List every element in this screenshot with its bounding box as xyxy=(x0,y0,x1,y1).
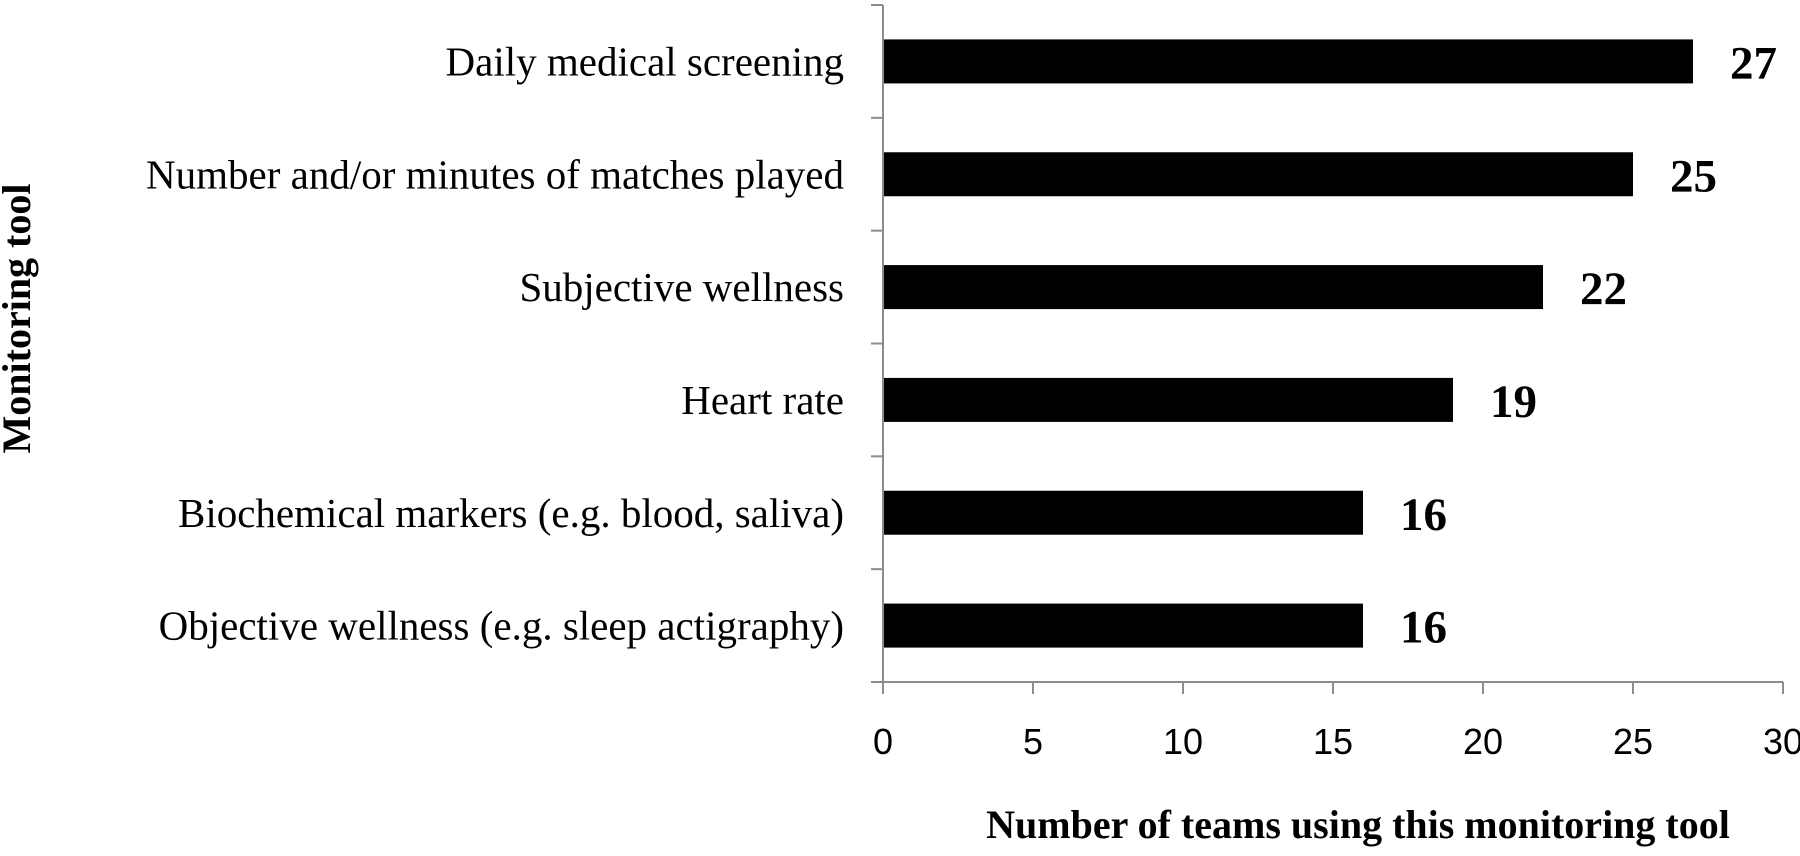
x-tick-label: 25 xyxy=(1613,721,1653,762)
bar-value-label: 16 xyxy=(1400,602,1447,654)
labels-layer: 0 5 10 15 20 25 30 Daily medical screening 27 Num… xyxy=(146,37,1800,762)
bar xyxy=(884,152,1633,197)
bar-value-label: 19 xyxy=(1490,376,1537,428)
y-category-label: Biochemical markers (e.g. blood, saliva) xyxy=(178,490,844,536)
x-tick-label: 0 xyxy=(873,721,893,762)
x-tick-label: 15 xyxy=(1313,721,1353,762)
x-tick-label: 20 xyxy=(1463,721,1503,762)
y-category-label: Daily medical screening xyxy=(446,38,844,84)
bar xyxy=(884,265,1543,310)
y-category-label: Number and/or minutes of matches played xyxy=(146,151,844,197)
bar-value-label: 27 xyxy=(1730,37,1777,89)
bar-value-label: 16 xyxy=(1400,489,1447,541)
axes-layer xyxy=(871,4,1784,694)
y-axis-title: Monitoring tool xyxy=(0,184,39,454)
bar-value-label: 22 xyxy=(1580,263,1627,315)
x-tick-label: 30 xyxy=(1763,721,1800,762)
x-axis-title: Number of teams using this monitoring to… xyxy=(986,802,1730,847)
x-tick-label: 10 xyxy=(1163,721,1203,762)
bars-layer xyxy=(884,39,1693,648)
y-category-label: Heart rate xyxy=(681,377,844,423)
y-category-label: Objective wellness (e.g. sleep actigraph… xyxy=(159,603,844,649)
bar xyxy=(884,603,1363,648)
bar xyxy=(884,377,1453,422)
y-category-label: Subjective wellness xyxy=(519,264,844,310)
bar xyxy=(884,490,1363,535)
bar-value-label: 25 xyxy=(1670,150,1717,202)
bar xyxy=(884,39,1693,84)
x-tick-label: 5 xyxy=(1023,721,1043,762)
